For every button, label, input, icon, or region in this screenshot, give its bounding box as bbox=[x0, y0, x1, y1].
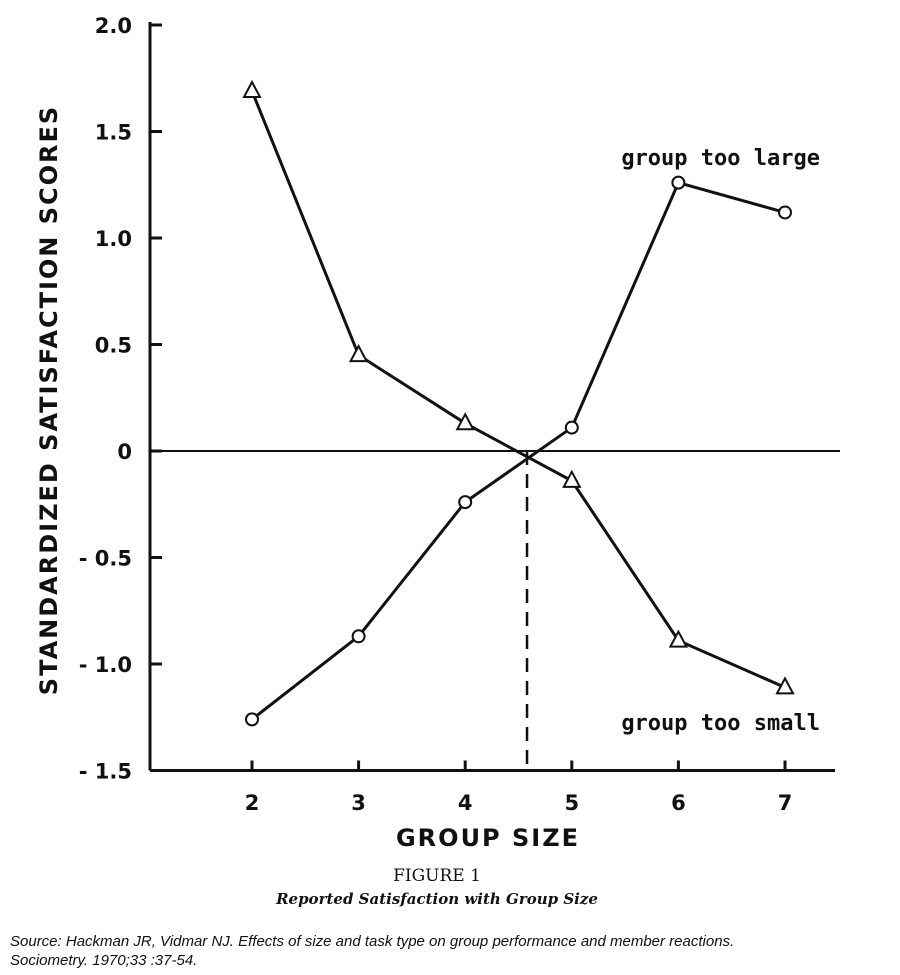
circle-point bbox=[245, 712, 259, 727]
x-tick-label: 6 bbox=[671, 791, 686, 815]
circle-point bbox=[351, 629, 366, 644]
y-tick-label: 1.0 bbox=[95, 227, 132, 251]
source-line-2: Sociometry. 1970;33 :37-54. bbox=[10, 952, 198, 969]
triangle-point bbox=[348, 344, 369, 363]
y-tick-label: - 1.5 bbox=[79, 760, 132, 784]
series-line-large bbox=[251, 180, 786, 721]
y-tick-label: 2.0 bbox=[95, 14, 132, 38]
triangle-point bbox=[562, 469, 582, 488]
triangle-point bbox=[455, 412, 475, 431]
x-tick-label: 4 bbox=[458, 791, 473, 815]
y-tick-label: 0 bbox=[117, 440, 132, 464]
x-tick-label: 3 bbox=[351, 791, 366, 815]
series-label-large: group too large bbox=[621, 146, 820, 171]
circle-point bbox=[564, 420, 579, 435]
x-axis-title: GROUP SIZE bbox=[396, 824, 580, 852]
circle-point bbox=[778, 205, 792, 220]
triangle-point bbox=[242, 79, 262, 99]
triangle-point bbox=[668, 629, 689, 648]
series-line-small bbox=[250, 90, 786, 689]
x-tick-label: 7 bbox=[778, 791, 793, 815]
y-tick-label: - 0.5 bbox=[79, 547, 132, 571]
y-axis-title: STANDARDIZED SATISFACTION SCORES bbox=[35, 105, 63, 695]
circle-point bbox=[458, 495, 473, 510]
triangle-point bbox=[775, 676, 795, 695]
series-label-small: group too small bbox=[621, 711, 820, 736]
source-citation: Source: Hackman JR, Vidmar NJ. Effects o… bbox=[10, 932, 734, 970]
x-tick-label: 5 bbox=[564, 791, 579, 815]
circle-point bbox=[671, 175, 686, 190]
y-tick-label: - 1.0 bbox=[79, 653, 132, 677]
figure-number: FIGURE 1 bbox=[393, 866, 481, 886]
x-tick-label: 2 bbox=[245, 791, 260, 815]
chart: 2.0 1.5 1.0 0.5 0 - 0.5 - 1.0 - 1.5 2 3 4 5 6 7 GROUP … bbox=[35, 14, 840, 908]
y-tick-label: 0.5 bbox=[95, 334, 132, 358]
figure-caption: Reported Satisfaction with Group Size bbox=[275, 890, 598, 908]
y-tick-label: 1.5 bbox=[95, 121, 132, 145]
source-line-1: Source: Hackman JR, Vidmar NJ. Effects o… bbox=[10, 933, 735, 950]
